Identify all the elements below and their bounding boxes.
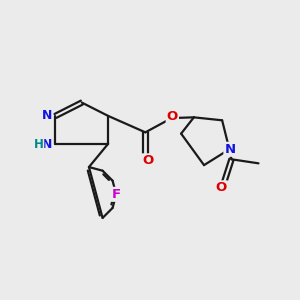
Text: O: O bbox=[142, 154, 154, 167]
Text: O: O bbox=[167, 110, 178, 123]
Text: F: F bbox=[112, 188, 121, 201]
Text: O: O bbox=[216, 181, 227, 194]
Text: N: N bbox=[224, 143, 236, 156]
Text: N: N bbox=[42, 109, 52, 122]
Text: N: N bbox=[42, 138, 52, 151]
Text: H: H bbox=[34, 138, 44, 151]
